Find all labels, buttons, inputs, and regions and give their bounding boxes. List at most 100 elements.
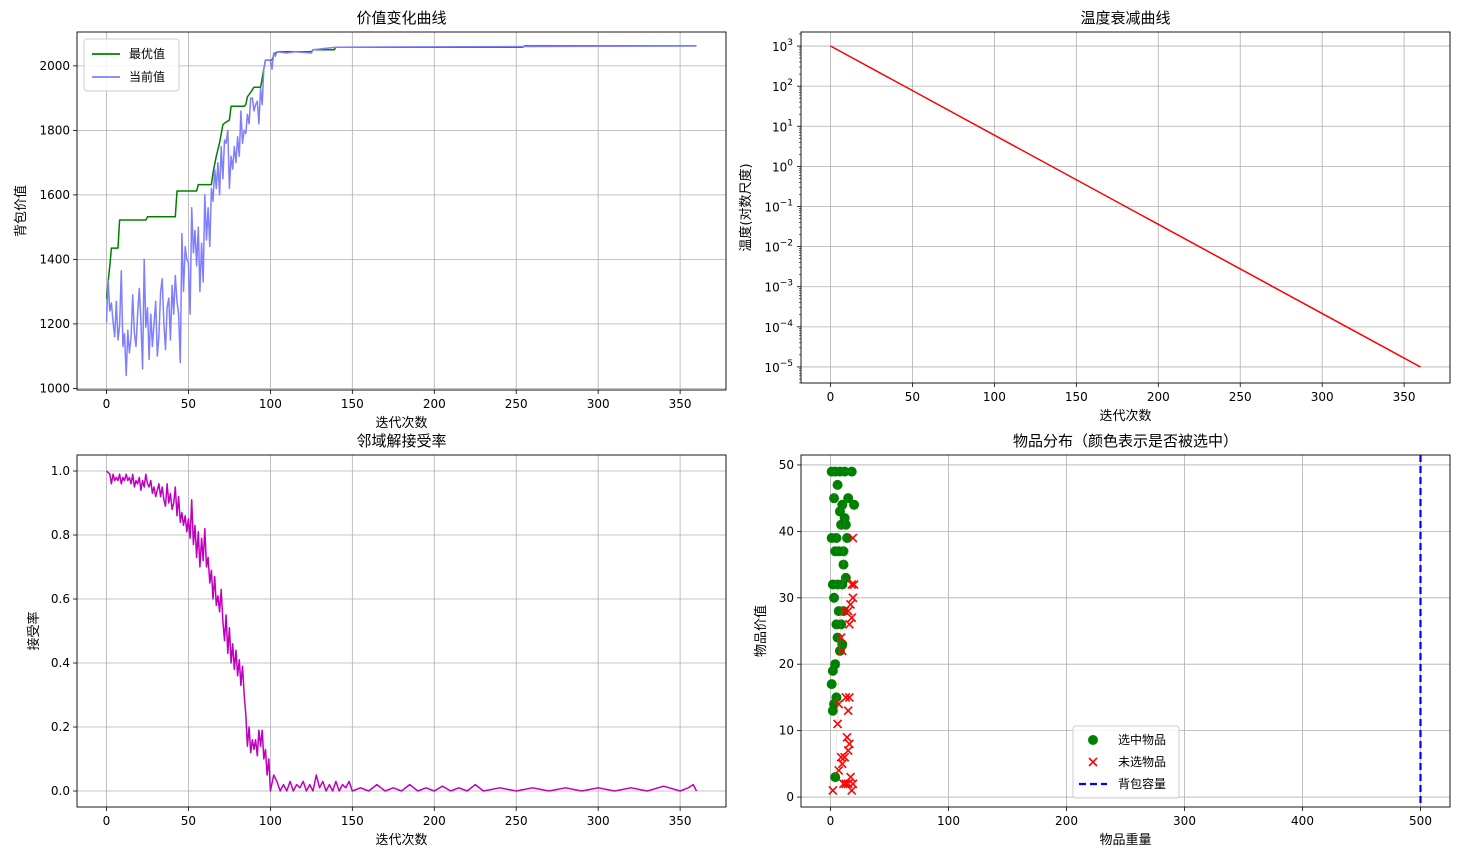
chart-panel-1: 0 50 100 150 200 250 300 350 1000 1200 1400 1600 180… bbox=[13, 9, 727, 431]
axes-frame bbox=[800, 454, 1451, 808]
scatter-link bbox=[832, 664, 836, 671]
scatter-link bbox=[833, 484, 838, 499]
scatter-point-selected bbox=[836, 619, 847, 630]
series-line-1 bbox=[105, 45, 697, 299]
x-tick-label: 100 bbox=[259, 814, 282, 828]
series-line-1 bbox=[830, 45, 1421, 368]
plot-area bbox=[830, 45, 1421, 368]
x-tick-label: 200 bbox=[423, 397, 446, 411]
scatter-link bbox=[836, 524, 842, 539]
x-tick-label: 50 bbox=[181, 397, 196, 411]
scatter-point-unselected bbox=[849, 579, 859, 590]
legend-box bbox=[1072, 725, 1180, 799]
scatter-point-unselected bbox=[834, 765, 844, 776]
scatter-point-selected bbox=[829, 592, 840, 603]
scatter-point-selected bbox=[849, 499, 860, 510]
plot-area bbox=[105, 45, 697, 377]
legend-label: 未选物品 bbox=[1118, 755, 1166, 769]
x-tick-label: 200 bbox=[1055, 814, 1078, 828]
x-tick-label: 200 bbox=[423, 814, 446, 828]
y-tick-label: 0.8 bbox=[51, 528, 70, 542]
y-tick-label: 0.6 bbox=[51, 592, 70, 606]
y-axis-label: 物品价值 bbox=[753, 605, 769, 657]
scatter-point-unselected bbox=[847, 579, 857, 590]
scatter-point-unselected bbox=[833, 719, 843, 729]
y-tick-label: 30 bbox=[779, 591, 794, 605]
x-tick-label: 350 bbox=[669, 397, 692, 411]
scatter-links bbox=[831, 471, 855, 785]
scatter-point-unselected bbox=[837, 646, 847, 656]
scatter-point-selected bbox=[839, 513, 850, 524]
x-tick-label: 50 bbox=[905, 390, 920, 404]
scatter-point-unselected bbox=[848, 593, 858, 603]
y-axis-label: 温度(对数尺度) bbox=[738, 163, 754, 251]
scatter-link bbox=[847, 776, 851, 784]
scatter-point-unselected bbox=[841, 692, 851, 702]
scatter-point-selected bbox=[846, 466, 857, 477]
chart-panel-4: 0 100 200 300 400 500 0 10 20 30 40 50 物品分布（颜色表示是否被选… bbox=[753, 432, 1451, 848]
y-tick-label: 10−1 bbox=[764, 198, 793, 214]
scatter-link bbox=[847, 743, 850, 751]
x-tick-label: 200 bbox=[1147, 390, 1170, 404]
x-tick-label: 300 bbox=[587, 814, 610, 828]
legend-box bbox=[83, 38, 180, 92]
y-tick-label: 1400 bbox=[39, 252, 70, 266]
legend-swatch bbox=[1088, 735, 1098, 745]
scatter-point-selected bbox=[830, 772, 841, 783]
scatter-link bbox=[847, 610, 853, 618]
x-tick-label: 300 bbox=[1173, 814, 1196, 828]
scatter-point-unselected bbox=[836, 633, 846, 643]
chart-title: 邻域解接受率 bbox=[356, 432, 446, 450]
scatter-point-unselected bbox=[844, 692, 854, 702]
scatter-point-selected bbox=[832, 479, 843, 490]
scatter-point-selected bbox=[827, 665, 838, 676]
x-tick-label: 100 bbox=[937, 814, 960, 828]
x-tick-label: 500 bbox=[1409, 814, 1432, 828]
x-tick-label: 100 bbox=[983, 390, 1006, 404]
scatter-link bbox=[834, 518, 846, 778]
scatter-point-unselected bbox=[834, 699, 844, 709]
legend-swatch bbox=[1088, 757, 1098, 767]
y-tick-label: 10−4 bbox=[764, 319, 793, 335]
scatter-link bbox=[833, 697, 837, 705]
x-tick-label: 250 bbox=[505, 814, 528, 828]
scatter-point-unselected bbox=[843, 745, 853, 756]
x-axis-label: 迭代次数 bbox=[375, 415, 427, 431]
y-tick-label: 2000 bbox=[39, 59, 70, 73]
grid-lines bbox=[77, 455, 726, 807]
scatter-link bbox=[836, 610, 844, 625]
y-tick-label: 101 bbox=[772, 118, 793, 134]
scatter-point-selected bbox=[838, 559, 849, 570]
chart-title: 价值变化曲线 bbox=[356, 9, 446, 27]
scatter-link bbox=[840, 757, 843, 764]
scatter-point-selected bbox=[843, 493, 854, 504]
scatter-point-selected bbox=[829, 493, 840, 504]
scatter-point-unselected bbox=[842, 732, 852, 742]
series-line-2 bbox=[105, 45, 697, 377]
y-tick-label: 10−2 bbox=[764, 239, 793, 255]
scatter-link bbox=[837, 637, 841, 651]
y-tick-label: 10 bbox=[779, 724, 794, 738]
chart-title: 物品分布（颜色表示是否被选中） bbox=[1013, 432, 1238, 450]
x-tick-label: 100 bbox=[259, 397, 282, 411]
legend-label: 当前值 bbox=[129, 69, 165, 84]
legend-label: 背包容量 bbox=[1118, 776, 1166, 791]
x-tick-label: 0 bbox=[827, 814, 835, 828]
scatter-point-unselected bbox=[837, 759, 847, 769]
scatter-point-unselected bbox=[840, 752, 850, 762]
scatter-link bbox=[840, 624, 850, 638]
scatter-point-unselected bbox=[843, 606, 853, 616]
scatter-link bbox=[833, 577, 847, 598]
scatter-point-selected bbox=[839, 466, 850, 477]
x-tick-label: 250 bbox=[1229, 390, 1252, 404]
y-tick-label: 1800 bbox=[39, 123, 70, 137]
scatter-point-unselected bbox=[838, 779, 849, 789]
axes-frame bbox=[76, 31, 727, 391]
x-tick-label: 350 bbox=[1393, 390, 1416, 404]
y-tick-label: 103 bbox=[772, 38, 793, 54]
x-axis-label: 迭代次数 bbox=[1099, 408, 1151, 424]
scatter-point-selected bbox=[831, 533, 842, 544]
scatter-link bbox=[843, 537, 854, 565]
